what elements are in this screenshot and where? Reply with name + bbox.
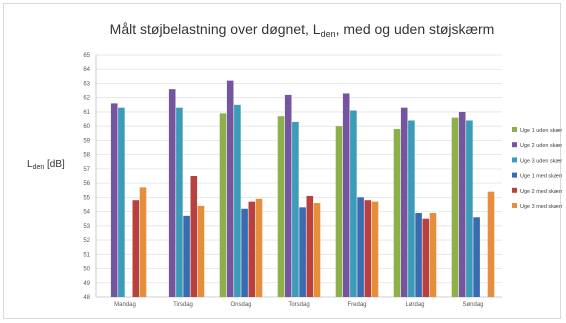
bar: [299, 207, 306, 297]
bar: [408, 120, 415, 297]
x-tick-label: Tirsdag: [173, 302, 193, 308]
bar: [451, 117, 459, 298]
y-tick-label: 56: [83, 181, 90, 187]
title-main: Målt støjbelastning over døgnet, L: [110, 21, 321, 37]
bar: [168, 89, 176, 297]
bar: [357, 197, 364, 297]
bar: [306, 195, 314, 297]
bar: [226, 80, 234, 297]
y-tick-label: 57: [83, 167, 90, 173]
y-tick-labels: 48 49 50 51 52 53 54 55 56 57 58 59 60 61 62 63 64 65: [83, 53, 90, 301]
title-subscript: den: [321, 29, 336, 39]
legend-label: Uge 3 uden skærm: [520, 158, 562, 164]
legend-swatch: [512, 127, 517, 132]
legend-swatch: [512, 157, 517, 163]
legend-label: Uge 2 med skærm: [520, 189, 562, 195]
legend-swatch: [512, 142, 517, 148]
bar: [219, 113, 227, 297]
legend-label: Uge 1 uden skærm: [520, 128, 562, 134]
bar: [248, 201, 256, 297]
legend-swatch: [512, 203, 517, 208]
bar: [132, 200, 140, 297]
y-tick-label: 53: [83, 224, 90, 230]
bar: [255, 198, 263, 297]
bar: [422, 218, 430, 297]
bar-chart: Målt støjbelastning over døgnet, Lden, m…: [27, 21, 562, 308]
bar: [176, 107, 183, 297]
x-tick-label: Onsdag: [230, 302, 251, 308]
x-tick-label: Torsdag: [288, 302, 309, 308]
ylabel-subscript: den: [33, 164, 45, 171]
bar: [197, 205, 205, 297]
y-tick-label: 63: [83, 81, 90, 87]
bar: [371, 201, 379, 297]
legend-label: Uge 3 med skærm: [520, 204, 562, 210]
x-tick-label: Søndag: [462, 302, 483, 308]
x-tick-label: Lørdag: [405, 302, 424, 308]
y-tick-label: 61: [83, 110, 90, 116]
bar: [466, 120, 473, 297]
bar: [241, 208, 248, 297]
y-tick-label: 60: [83, 124, 90, 130]
bar: [292, 121, 299, 297]
chart-frame: Målt støjbelastning over døgnet, Lden, m…: [3, 3, 562, 319]
y-tick-label: 54: [83, 210, 90, 216]
x-tick-labels: Mandag Tirsdag Onsdag Torsdag Fredag Lørdag Sø…: [114, 302, 483, 308]
y-tick-label: 59: [83, 138, 90, 144]
y-tick-label: 49: [83, 281, 90, 287]
y-tick-label: 65: [83, 53, 90, 59]
bar: [335, 126, 343, 297]
chart-title: Målt støjbelastning over døgnet, Lden, m…: [110, 21, 495, 39]
legend-label: Uge 1 med skærm: [520, 174, 562, 180]
y-tick-label: 50: [83, 267, 90, 273]
bar: [110, 103, 118, 298]
bar: [234, 104, 241, 297]
bar: [350, 110, 357, 298]
y-axis-label: Lden [dB]: [27, 159, 65, 171]
bar: [364, 200, 372, 297]
bar: [342, 93, 350, 297]
legend: Uge 1 uden skærm Uge 2 uden skærm Uge 3 ud…: [512, 127, 562, 210]
y-tick-label: 58: [83, 153, 90, 159]
bar: [118, 107, 125, 297]
bar: [400, 107, 408, 297]
bar: [415, 213, 422, 297]
x-tick-label: Mandag: [114, 302, 136, 308]
bar: [313, 203, 321, 297]
legend-swatch: [512, 187, 517, 193]
y-tick-label: 52: [83, 238, 90, 244]
bar: [183, 215, 190, 297]
y-tick-label: 48: [83, 295, 90, 301]
y-tick-label: 64: [83, 67, 90, 73]
grid-lines: [95, 54, 502, 298]
ylabel-rest: [dB]: [44, 159, 65, 170]
bar: [429, 213, 437, 297]
title-rest: , med og uden støjskærm: [336, 21, 495, 37]
bar: [190, 176, 198, 297]
y-tick-label: 62: [83, 96, 90, 102]
bar: [139, 187, 147, 297]
legend-label: Uge 2 uden skærm: [520, 143, 562, 149]
y-tick-label: 51: [83, 252, 90, 258]
bar: [393, 129, 401, 297]
ylabel-main: L: [27, 159, 33, 170]
bar: [284, 94, 292, 297]
bar: [277, 116, 285, 297]
bars: [110, 80, 495, 298]
y-tick-label: 55: [83, 195, 90, 201]
bar: [473, 217, 480, 297]
legend-swatch: [512, 172, 517, 178]
bar: [458, 111, 466, 297]
bar: [487, 191, 495, 297]
x-tick-label: Fredag: [347, 302, 366, 308]
